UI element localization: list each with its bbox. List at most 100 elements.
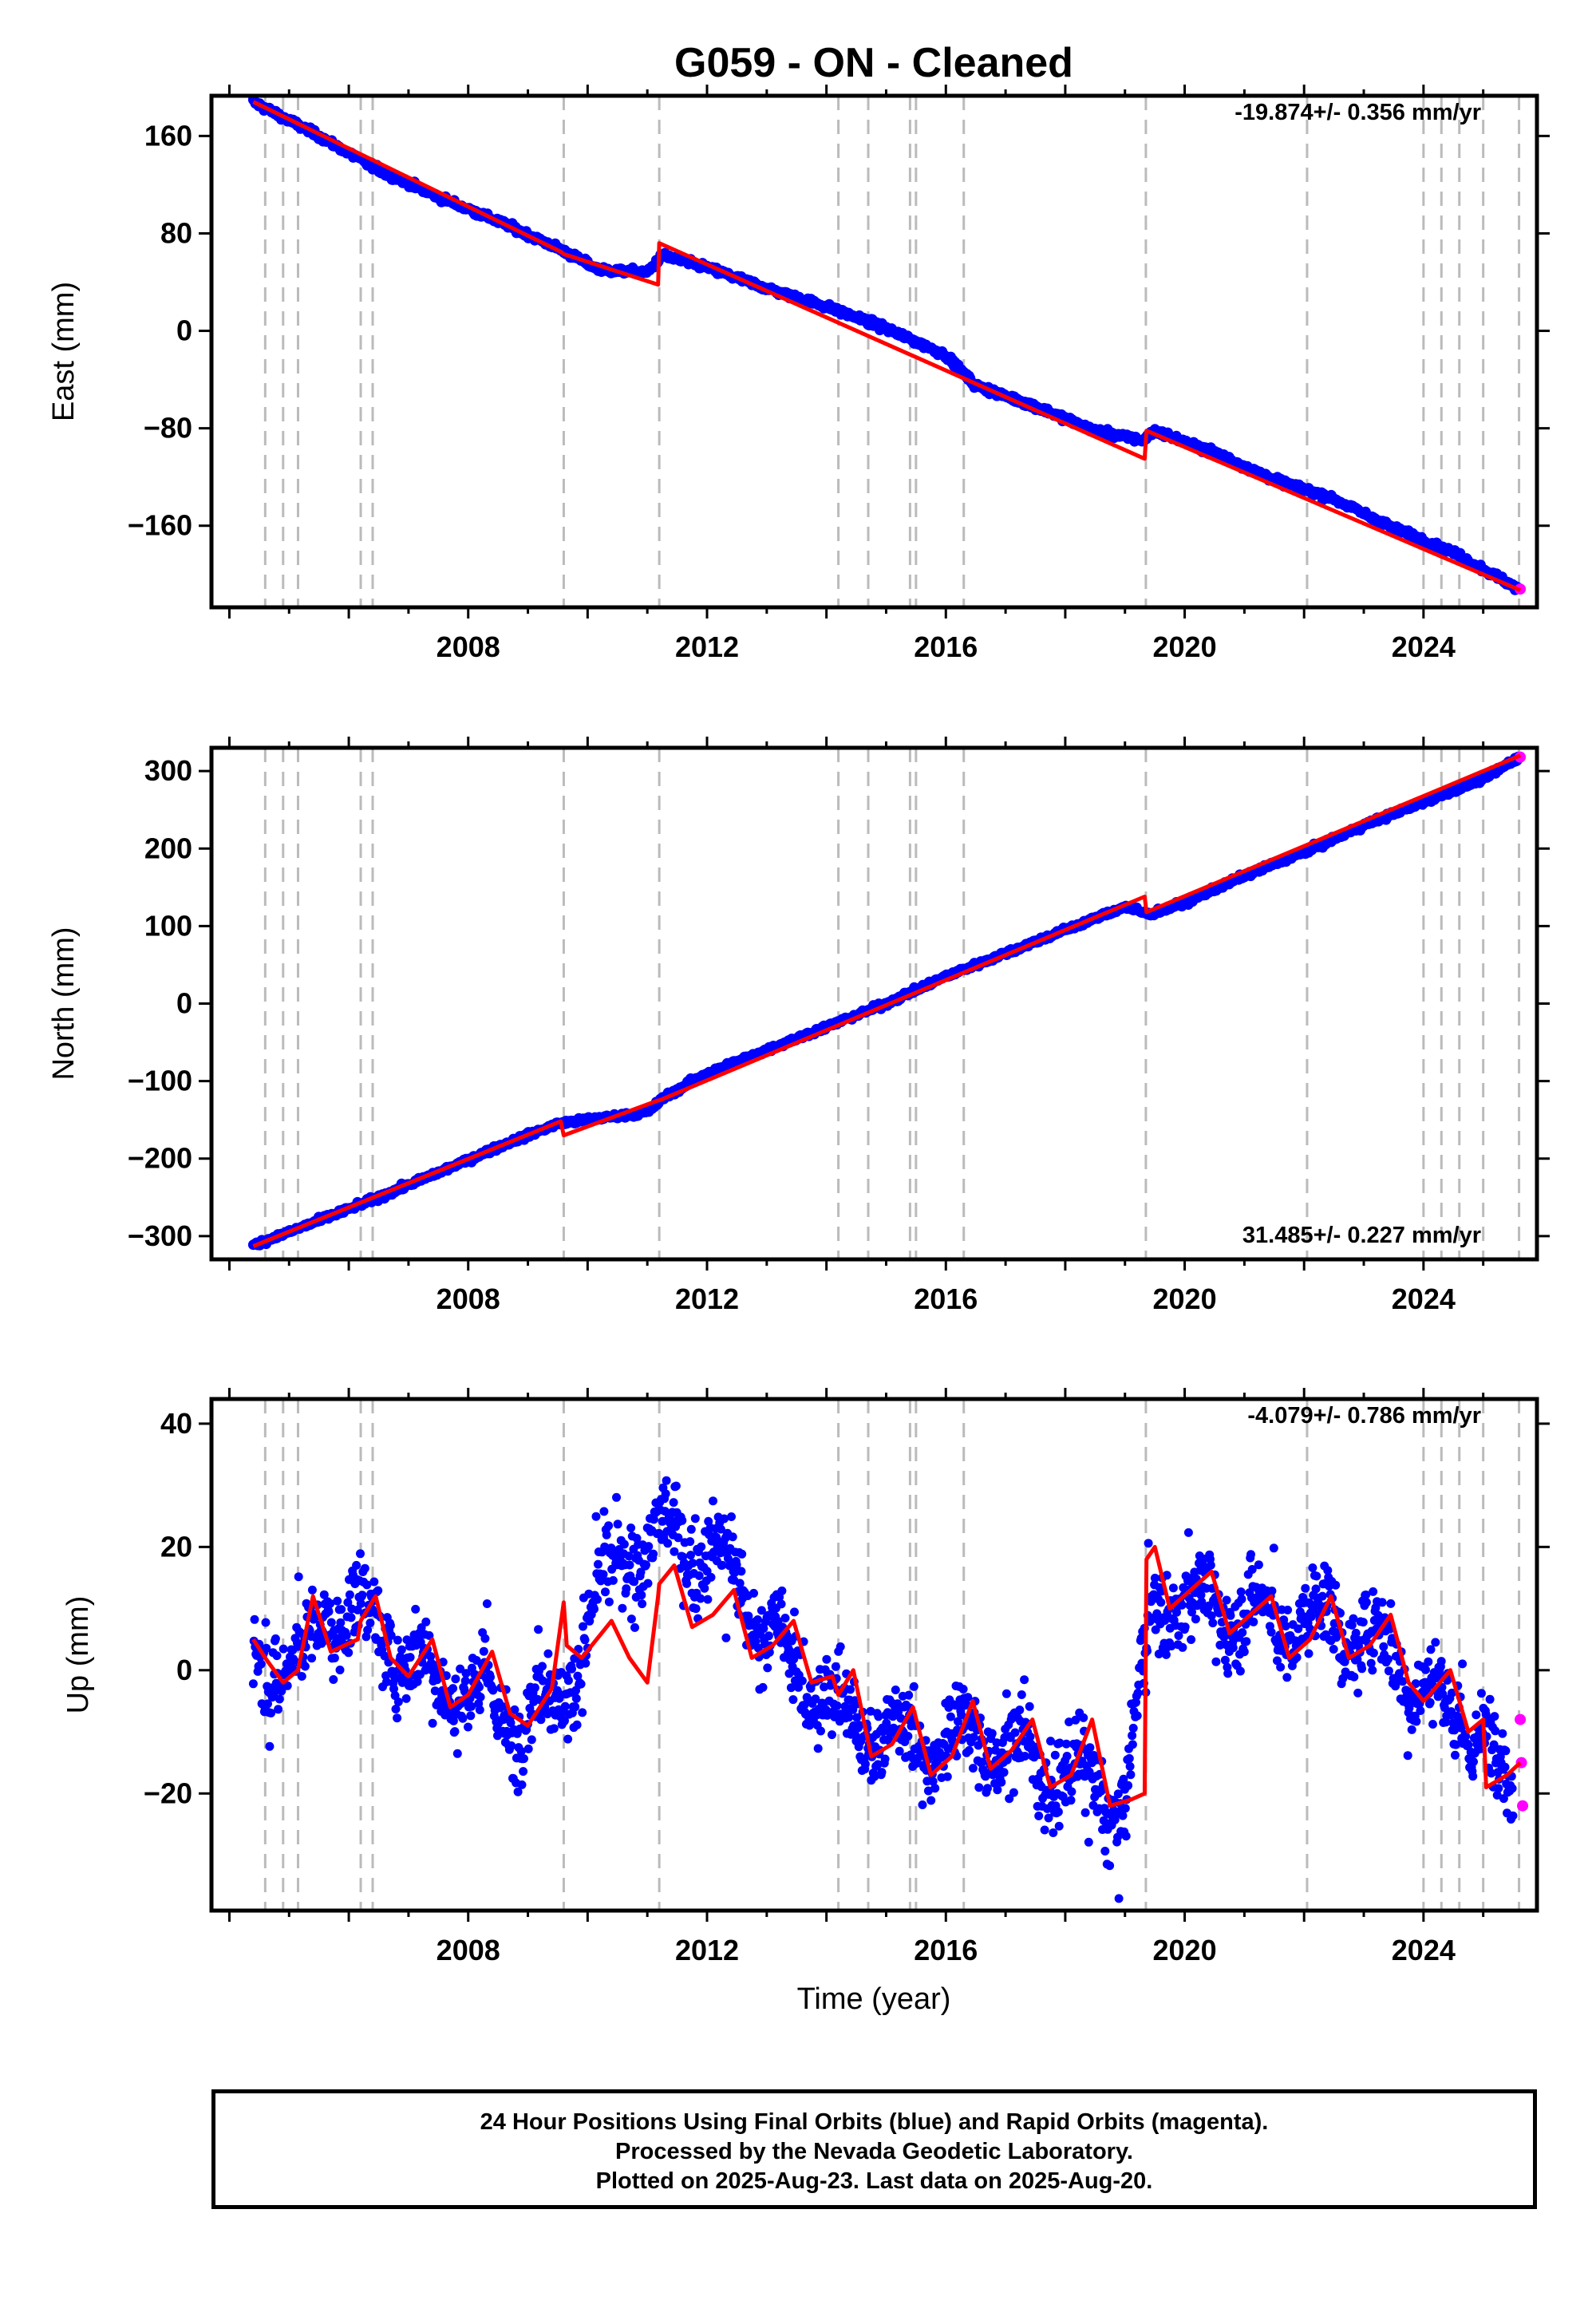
data-point xyxy=(1020,1752,1029,1761)
data-point xyxy=(464,1722,472,1732)
data-point xyxy=(1436,1657,1446,1666)
data-point xyxy=(1197,1597,1207,1607)
data-point xyxy=(430,1686,440,1696)
data-point xyxy=(604,1521,614,1531)
data-point xyxy=(263,1699,272,1709)
data-point xyxy=(1046,1737,1055,1746)
data-point xyxy=(393,1713,402,1723)
data-point xyxy=(337,1605,346,1614)
data-point xyxy=(1487,1769,1496,1778)
data-point xyxy=(877,1768,887,1777)
east-rate-label: -19.874+/- 0.356 mm/yr xyxy=(1235,100,1481,125)
data-point xyxy=(669,1498,678,1508)
data-point xyxy=(789,1654,799,1664)
data-point xyxy=(1316,1601,1325,1611)
data-point xyxy=(324,1607,334,1616)
data-point xyxy=(717,1560,727,1570)
data-point xyxy=(1080,1808,1090,1817)
data-point xyxy=(1361,1598,1371,1607)
data-point xyxy=(517,1780,527,1789)
data-point xyxy=(836,1642,845,1651)
data-point xyxy=(571,1702,580,1712)
data-point xyxy=(1447,1688,1456,1697)
data-point xyxy=(602,1530,611,1539)
data-point xyxy=(458,1713,468,1723)
data-point xyxy=(904,1690,914,1700)
x-tick-label: 2008 xyxy=(437,630,500,663)
data-point xyxy=(730,1568,740,1578)
data-point xyxy=(488,1686,498,1695)
data-point xyxy=(753,1615,762,1624)
data-point xyxy=(880,1754,890,1764)
data-point xyxy=(638,1599,647,1609)
data-point xyxy=(448,1684,458,1694)
data-point xyxy=(1136,1634,1146,1643)
data-point xyxy=(709,1496,717,1506)
x-tick-label: 2020 xyxy=(1153,1934,1217,1966)
data-point xyxy=(405,1653,415,1662)
data-point xyxy=(1015,1705,1025,1715)
data-point xyxy=(571,1694,581,1703)
data-point xyxy=(1079,1713,1088,1722)
data-point xyxy=(451,1674,460,1684)
data-point xyxy=(764,1631,773,1641)
data-point xyxy=(682,1579,692,1588)
data-point xyxy=(1357,1664,1367,1674)
data-point xyxy=(330,1654,339,1662)
data-point xyxy=(460,1676,470,1686)
data-point xyxy=(426,1652,436,1661)
data-point xyxy=(759,1624,768,1633)
figure-title: G059 - ON - Cleaned xyxy=(674,40,1073,86)
data-point xyxy=(608,1575,618,1585)
data-point xyxy=(1451,1740,1460,1749)
data-point xyxy=(1133,1688,1143,1697)
data-point xyxy=(1144,1539,1153,1548)
data-point xyxy=(1501,1746,1511,1756)
data-point xyxy=(1085,1743,1095,1753)
data-point xyxy=(248,1679,258,1689)
data-point xyxy=(1489,1740,1499,1749)
data-point xyxy=(579,1622,587,1631)
data-point xyxy=(1067,1787,1077,1796)
east-y-axis-label: East (mm) xyxy=(47,282,81,421)
data-point xyxy=(1458,1659,1468,1669)
data-point xyxy=(448,1716,458,1725)
data-point xyxy=(1128,1723,1138,1733)
data-point xyxy=(879,1727,888,1737)
data-point xyxy=(624,1551,634,1561)
data-point xyxy=(1283,1605,1293,1614)
data-point xyxy=(326,1599,335,1608)
data-point xyxy=(1431,1638,1440,1647)
data-point xyxy=(411,1604,421,1614)
data-point xyxy=(671,1481,681,1491)
data-point xyxy=(1498,1729,1507,1738)
data-point xyxy=(543,1649,553,1658)
data-point xyxy=(644,1542,654,1551)
data-point xyxy=(480,1634,490,1643)
data-point xyxy=(599,1507,609,1516)
y-tick-label: −160 xyxy=(128,509,192,542)
data-point xyxy=(788,1695,798,1705)
data-point xyxy=(993,1785,1002,1795)
data-point xyxy=(727,1512,736,1521)
y-tick-label: −100 xyxy=(128,1065,192,1097)
data-point xyxy=(1508,1811,1518,1820)
data-point xyxy=(1386,1599,1396,1608)
data-point xyxy=(527,1735,536,1745)
data-point xyxy=(1034,1811,1044,1820)
data-point xyxy=(1368,1666,1377,1675)
data-point xyxy=(1494,1784,1503,1793)
data-point xyxy=(1049,1828,1058,1837)
x-tick-label: 2012 xyxy=(675,1282,739,1315)
data-point xyxy=(1187,1607,1196,1617)
data-point xyxy=(1379,1642,1389,1651)
data-point xyxy=(294,1572,303,1582)
data-point xyxy=(780,1614,790,1622)
x-tick-label: 2020 xyxy=(1153,630,1217,663)
data-point xyxy=(753,1643,763,1653)
data-point xyxy=(576,1679,586,1689)
data-point xyxy=(1167,1642,1176,1650)
y-tick-label: −300 xyxy=(128,1219,192,1252)
rapid-point xyxy=(1515,1713,1527,1725)
data-point xyxy=(479,1646,488,1656)
